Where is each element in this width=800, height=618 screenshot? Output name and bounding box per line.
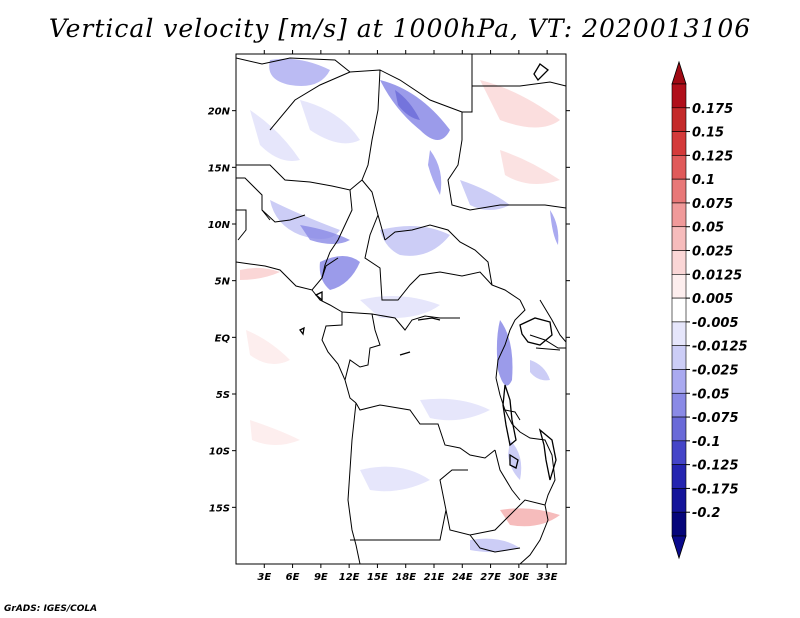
plot-frame	[235, 53, 567, 565]
colorbar-label: -0.125	[692, 459, 739, 474]
colorbar-segment	[671, 511, 687, 537]
lat-tick-label: 20N	[208, 107, 231, 118]
lon-tick-label: 6E	[286, 572, 300, 583]
colorbar-segment	[671, 250, 687, 275]
colorbar-segment	[671, 416, 687, 442]
lon-tick-label: 12E	[339, 572, 360, 583]
lon-tick-label: 33E	[537, 572, 558, 583]
chart-title: Vertical velocity [m/s] at 1000hPa, VT: …	[48, 14, 752, 43]
colorbar-segment	[671, 226, 687, 251]
colorbar-segment	[671, 155, 687, 180]
colorbar-segment	[671, 83, 687, 109]
colorbar-label: 0.0125	[692, 268, 742, 283]
colorbar-label: 0.1	[692, 173, 715, 188]
colorbar-label: -0.05	[692, 387, 729, 402]
colorbar-label: 0.05	[692, 221, 724, 236]
colorbar-segment	[671, 297, 687, 323]
colorbar-segment	[671, 440, 687, 465]
colorbar-segment	[671, 131, 687, 156]
lon-tick-label: 15E	[367, 572, 388, 583]
colorbar-label: 0.025	[692, 245, 733, 260]
lat-tick-label: 10N	[208, 220, 231, 231]
colorbar-label: -0.0125	[692, 340, 748, 355]
colorbar-label: -0.025	[692, 363, 739, 378]
lat-tick-label: EQ	[215, 333, 231, 344]
lat-tick-label: 10S	[209, 447, 230, 458]
lon-tick-label: 21E	[424, 572, 445, 583]
colorbar-bottom-tip	[671, 535, 687, 560]
grads-credit: GrADS: IGES/COLA	[4, 604, 98, 614]
colorbar-label: 0.15	[692, 126, 724, 141]
country-borders	[236, 54, 566, 564]
lon-tick-label: 9E	[314, 572, 328, 583]
lat-tick-label: 15N	[208, 163, 231, 174]
colorbar-segment	[671, 107, 687, 132]
colorbar-segment	[671, 464, 687, 489]
lon-tick-label: 18E	[395, 572, 416, 583]
colorbar-label: 0.075	[692, 197, 733, 212]
colorbar-label: 0.005	[692, 292, 733, 307]
colorbar-label: -0.1	[692, 435, 720, 450]
colorbar-label: -0.2	[692, 506, 720, 521]
axis-ticks: 3E 6E 9E 12E 15E 18E 21E 24E 27E 30E 33E 20N 15N 10N 5…	[208, 50, 570, 583]
colorbar-segment	[671, 369, 687, 394]
colorbar-segment	[671, 202, 687, 228]
lat-tick-label: 5N	[215, 277, 231, 288]
colorbar-label: -0.005	[692, 316, 739, 331]
velocity-shading	[240, 58, 560, 553]
lon-tick-label: 27E	[480, 572, 501, 583]
colorbar-label: 0.125	[692, 149, 733, 164]
lon-tick-label: 24E	[452, 572, 473, 583]
colorbar-segment	[671, 488, 687, 513]
colorbar-segment	[671, 274, 687, 299]
lat-tick-label: 15S	[209, 503, 230, 514]
lon-tick-label: 30E	[508, 572, 529, 583]
colorbar-segment	[671, 392, 687, 418]
lakes	[299, 63, 557, 481]
colorbar-label: -0.075	[692, 411, 739, 426]
lat-tick-label: 5S	[216, 390, 230, 401]
colorbar-top-tip	[671, 60, 687, 85]
lon-tick-label: 3E	[257, 572, 271, 583]
colorbar-label: -0.175	[692, 482, 739, 497]
colorbar-segment	[671, 178, 687, 204]
colorbar-segment	[671, 321, 687, 346]
colorbar-segment	[671, 345, 687, 370]
colorbar-label: 0.175	[692, 102, 733, 117]
